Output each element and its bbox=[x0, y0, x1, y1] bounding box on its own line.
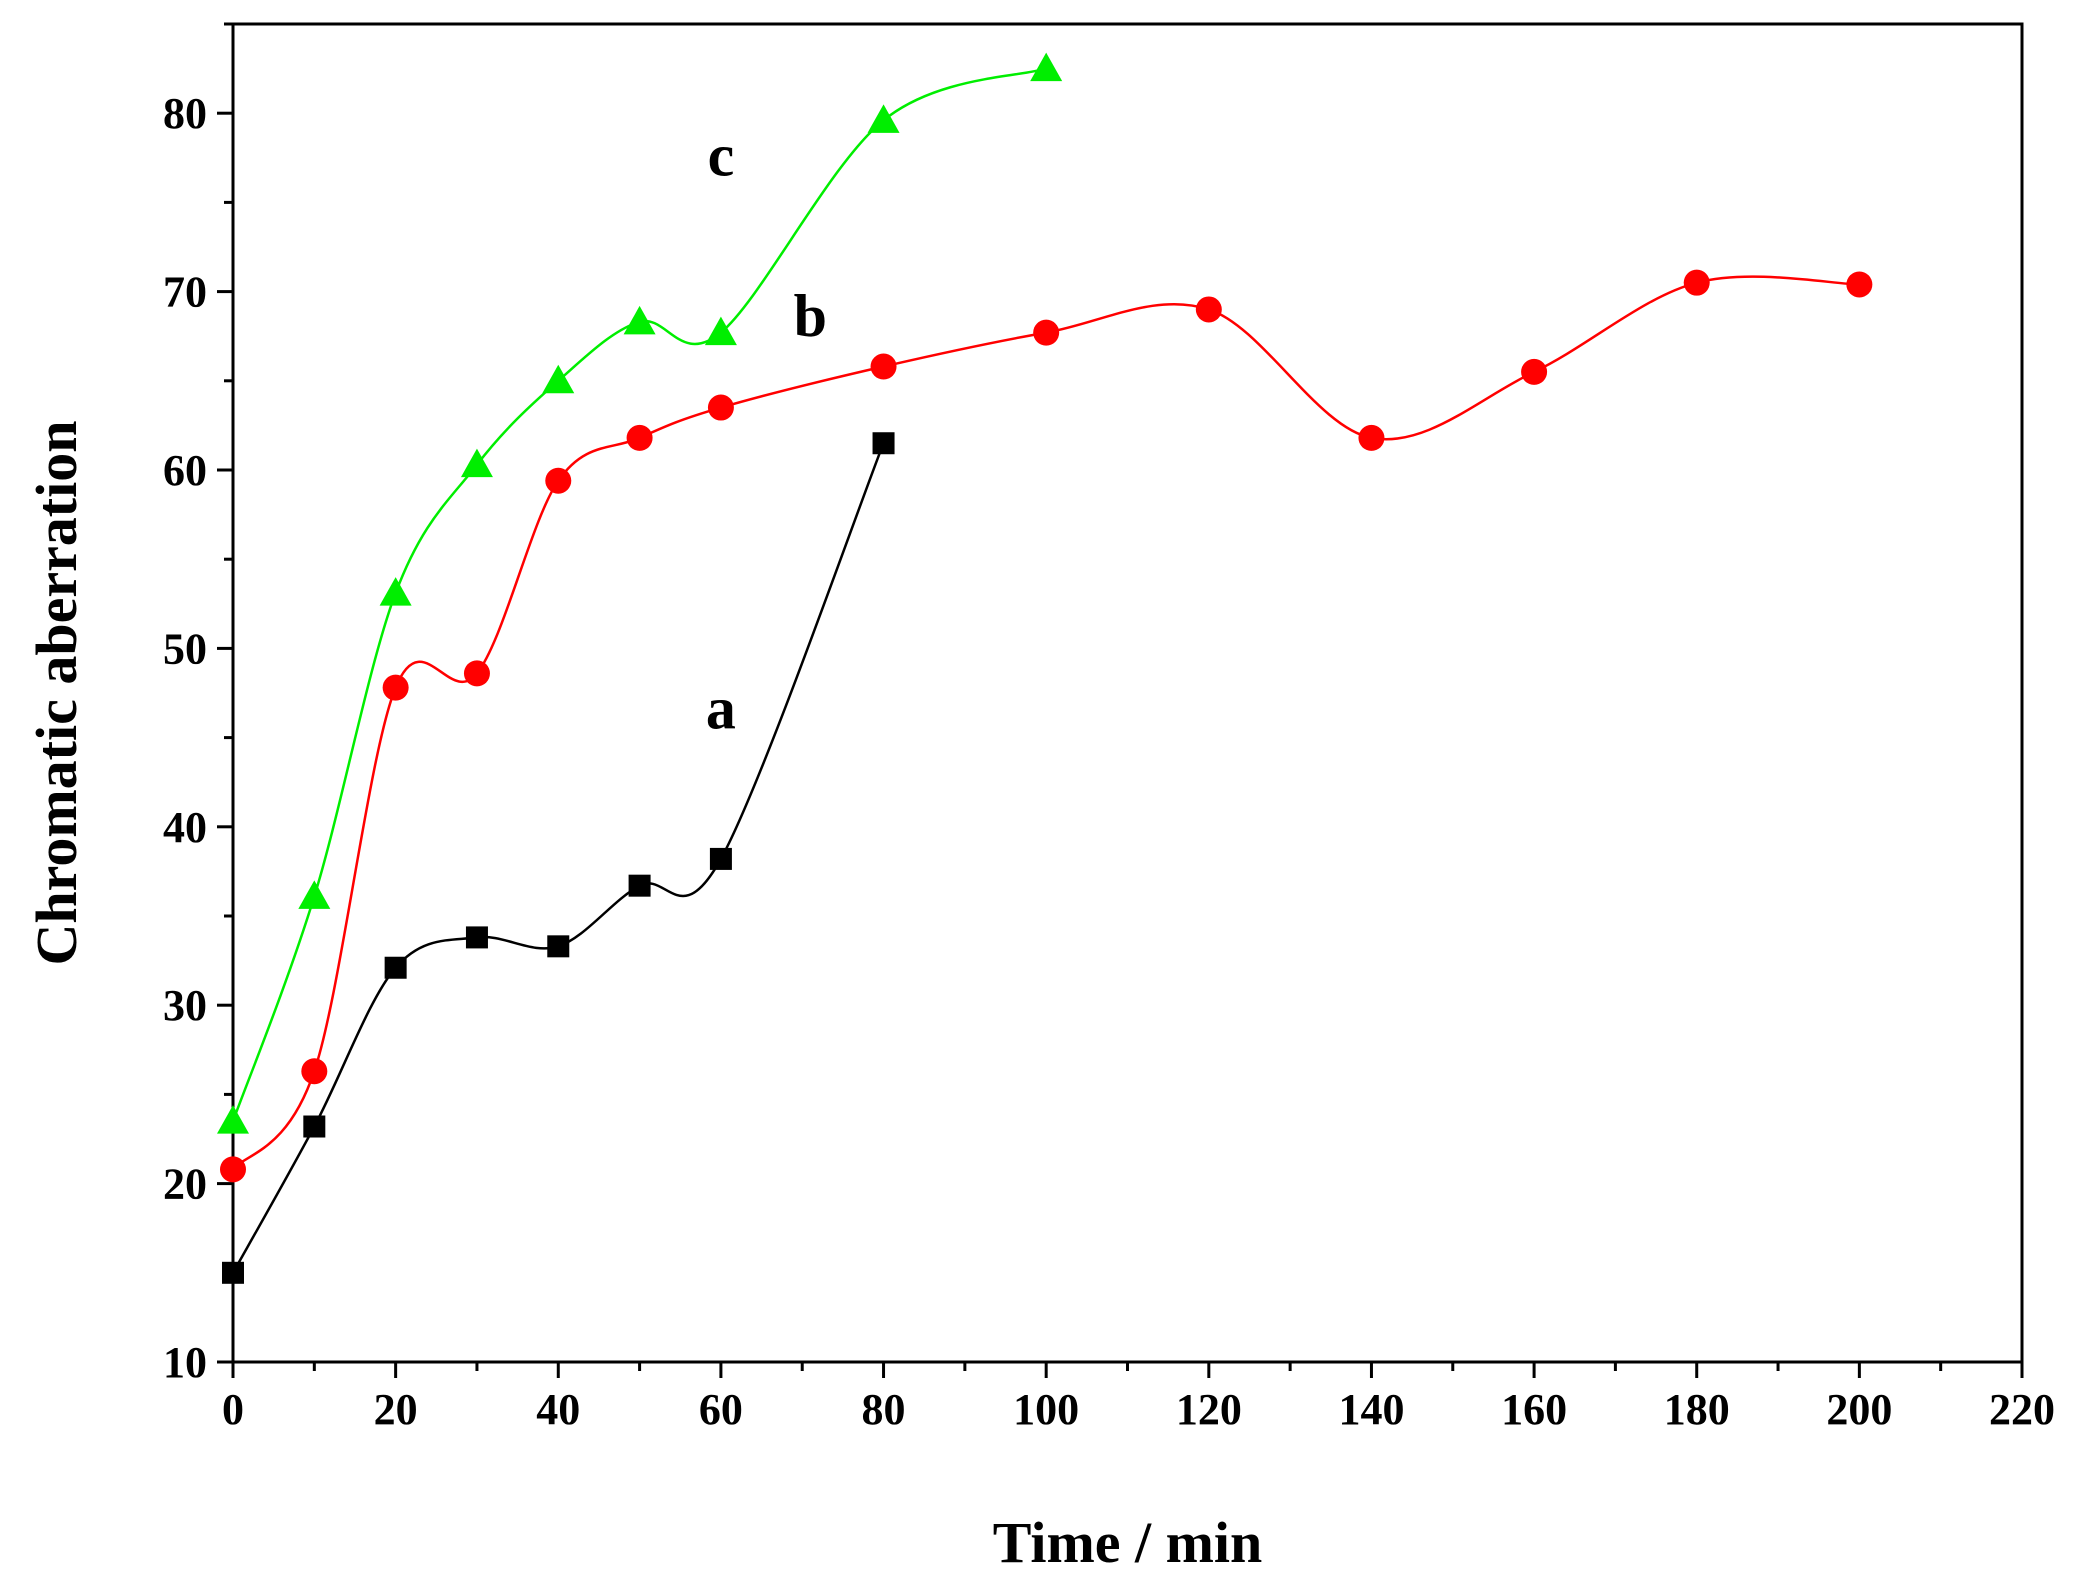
series-a-point bbox=[628, 874, 651, 897]
series-c-point bbox=[1030, 52, 1063, 82]
plot-area bbox=[231, 22, 2024, 1364]
x-tick-label: 160 bbox=[1501, 1385, 1567, 1434]
x-tick-label: 80 bbox=[862, 1385, 906, 1434]
series-layer bbox=[217, 52, 1873, 1284]
series-a-point bbox=[547, 935, 570, 958]
series-b-point bbox=[220, 1156, 246, 1183]
x-tick-label: 200 bbox=[1826, 1385, 1892, 1434]
series-b-point bbox=[1358, 424, 1385, 451]
series-c-point bbox=[867, 104, 900, 133]
series-b-point bbox=[707, 394, 734, 421]
series-b-point bbox=[382, 674, 409, 701]
series-b-point bbox=[1033, 319, 1060, 346]
y-tick-label: 20 bbox=[163, 1160, 207, 1209]
x-tick-label: 140 bbox=[1338, 1385, 1404, 1434]
x-tick-label: 220 bbox=[1989, 1385, 2055, 1434]
series-c-label: c bbox=[708, 123, 735, 189]
series-c-point bbox=[460, 448, 493, 478]
series-c-point bbox=[298, 880, 331, 909]
y-tick-label: 10 bbox=[163, 1338, 207, 1387]
x-axis-title: Time / min bbox=[993, 1510, 1263, 1575]
y-tick-label: 60 bbox=[163, 446, 207, 495]
series-labels: a b c bbox=[706, 123, 827, 742]
series-c-point bbox=[542, 364, 575, 394]
y-axis: 10 20 30 40 50 60 70 80 bbox=[163, 22, 233, 1387]
series-b-point bbox=[545, 467, 572, 494]
series-b bbox=[220, 269, 1873, 1183]
series-c bbox=[217, 52, 1063, 1134]
series-b-point bbox=[870, 353, 897, 380]
series-a-label: a bbox=[706, 676, 736, 742]
series-a-point bbox=[222, 1261, 244, 1284]
x-axis: 0 20 40 60 80 100 120 140 160 180 200 220 bbox=[222, 1362, 2055, 1434]
series-b-point bbox=[1846, 271, 1873, 298]
x-tick-label: 60 bbox=[699, 1385, 743, 1434]
x-tick-label: 40 bbox=[536, 1385, 580, 1434]
series-b-point bbox=[1521, 358, 1548, 385]
series-a-point bbox=[709, 847, 732, 870]
series-c-point bbox=[217, 1105, 249, 1134]
x-tick-label: 0 bbox=[222, 1385, 244, 1434]
series-b-point bbox=[463, 660, 490, 687]
series-b-point bbox=[1683, 269, 1710, 296]
x-tick-label: 120 bbox=[1176, 1385, 1242, 1434]
series-b-point bbox=[1195, 296, 1222, 323]
series-a-point bbox=[872, 432, 895, 455]
series-a-point bbox=[303, 1115, 326, 1138]
y-tick-label: 30 bbox=[163, 981, 207, 1030]
series-b-curve bbox=[232, 275, 1860, 1171]
series-b-point bbox=[626, 424, 653, 451]
series-c-point bbox=[623, 305, 656, 335]
y-tick-label: 80 bbox=[163, 89, 207, 138]
y-tick-label: 40 bbox=[163, 803, 207, 852]
x-tick-label: 20 bbox=[374, 1385, 418, 1434]
plot-frame bbox=[231, 22, 2024, 1364]
series-a-point bbox=[465, 926, 488, 949]
x-tick-label: 180 bbox=[1664, 1385, 1730, 1434]
x-tick-label: 100 bbox=[1013, 1385, 1079, 1434]
y-axis-title: Chromatic aberration bbox=[24, 421, 89, 966]
series-c-curve bbox=[231, 67, 1047, 1122]
series-c-point bbox=[379, 577, 412, 606]
y-tick-label: 70 bbox=[163, 268, 207, 317]
series-b-point bbox=[301, 1058, 328, 1085]
series-a bbox=[222, 432, 895, 1284]
series-a-point bbox=[384, 956, 407, 979]
series-a-curve bbox=[231, 442, 885, 1274]
series-b-label: b bbox=[794, 283, 827, 349]
y-tick-label: 50 bbox=[163, 624, 207, 673]
series-c-point bbox=[704, 316, 737, 346]
